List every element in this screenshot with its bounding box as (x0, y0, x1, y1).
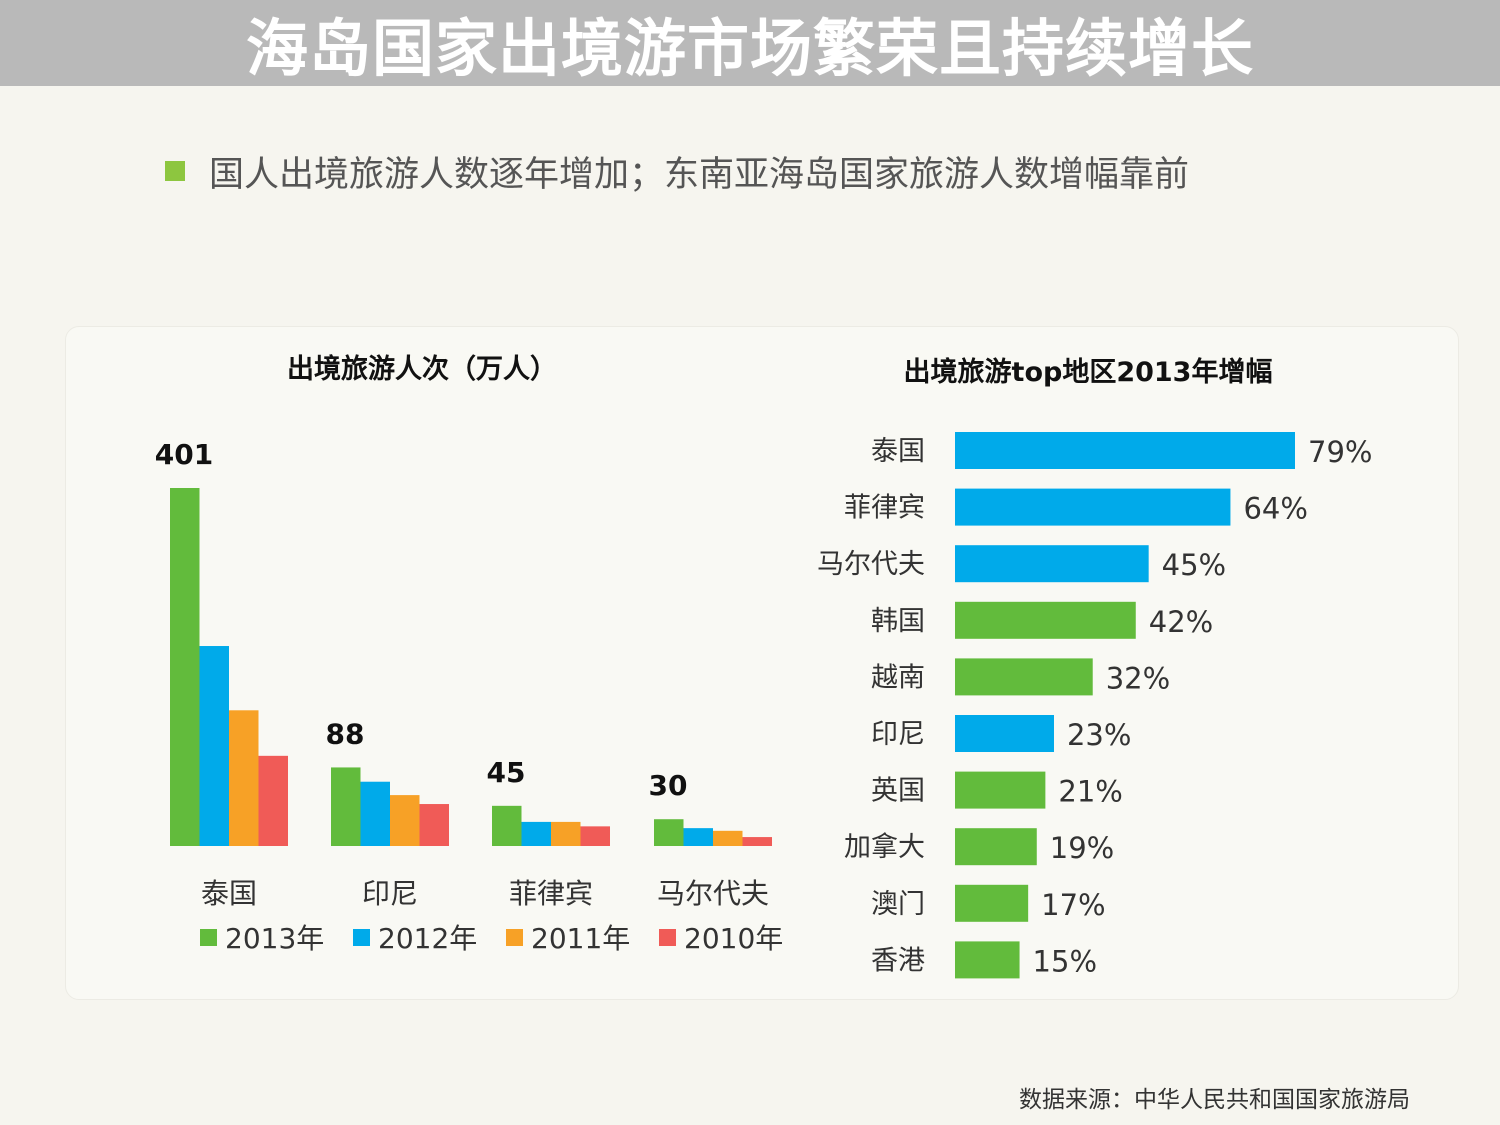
bar-4-2 (419, 804, 449, 846)
data-label: 30 (649, 769, 688, 802)
hbar-9 (955, 884, 1029, 922)
hbar-category-label: 印尼 (871, 719, 925, 750)
bar-3-1 (229, 710, 259, 846)
hbar-8 (955, 828, 1037, 866)
chart2-title: 出境旅游top地区2013年增幅 (904, 356, 1273, 388)
hbar-category-label: 越南 (871, 662, 925, 693)
legend-label: 2012年 (378, 922, 477, 955)
hbar-value-label: 79% (1308, 435, 1372, 469)
bar-2-4 (683, 828, 713, 846)
bar-3-2 (390, 795, 420, 846)
hbar-1 (955, 432, 1295, 469)
hbar-category-label: 英国 (871, 776, 925, 807)
hbar-category-label: 菲律宾 (844, 493, 925, 524)
hbar-category-label: 泰国 (871, 436, 925, 467)
legend-swatch (200, 929, 217, 946)
bullet-square-icon (165, 161, 185, 181)
data-label: 45 (487, 756, 526, 789)
hbar-6 (955, 715, 1054, 752)
data-label: 88 (326, 717, 365, 750)
hbar-4 (955, 601, 1136, 639)
subtitle: 国人出境旅游人数逐年增加；东南亚海岛国家旅游人数增幅靠前 (165, 146, 1189, 196)
bar-2-3 (521, 821, 551, 846)
bar-1-3 (492, 805, 522, 846)
bar-4-3 (580, 826, 610, 846)
chart1-title: 出境旅游人次（万人） (287, 353, 557, 385)
hbar-category-label: 韩国 (871, 606, 925, 637)
hbar-5 (955, 658, 1093, 696)
bar-4-1 (258, 755, 288, 846)
hbar-3 (955, 545, 1149, 583)
legend-swatch (659, 929, 676, 946)
title-bar: 海岛国家出境游市场繁荣且持续增长 (0, 0, 1500, 86)
bar-3-3 (551, 821, 581, 846)
bar-2-1 (199, 646, 229, 846)
hbar-7 (955, 771, 1046, 809)
category-label: 菲律宾 (509, 877, 593, 910)
legend-label: 2010年 (684, 922, 783, 955)
bar-1-1 (170, 488, 200, 846)
page-title: 海岛国家出境游市场繁荣且持续增长 (245, 12, 1254, 85)
bar-3-4 (713, 830, 743, 846)
legend-swatch (353, 929, 370, 946)
hbar-10 (955, 941, 1020, 979)
hbar-category-label: 香港 (871, 945, 925, 976)
hbar-value-label: 32% (1106, 661, 1170, 695)
bar-4-4 (742, 837, 772, 846)
bar-2-2 (360, 781, 390, 846)
legend-label: 2013年 (225, 922, 324, 955)
data-label: 401 (155, 438, 213, 471)
category-label: 泰国 (201, 877, 257, 910)
hbar-value-label: 21% (1058, 775, 1122, 809)
bar-1-2 (331, 767, 361, 846)
category-label: 印尼 (362, 877, 418, 910)
hbar-category-label: 马尔代夫 (817, 549, 925, 580)
hbar-value-label: 45% (1162, 548, 1226, 582)
subtitle-text: 国人出境旅游人数逐年增加；东南亚海岛国家旅游人数增幅靠前 (209, 154, 1190, 195)
category-label: 马尔代夫 (657, 877, 769, 910)
hbar-category-label: 澳门 (871, 889, 925, 920)
hbar-category-label: 加拿大 (844, 832, 925, 863)
hbar-value-label: 42% (1149, 605, 1213, 639)
hbar-2 (955, 488, 1231, 526)
hbar-value-label: 17% (1041, 888, 1105, 922)
hbar-value-label: 23% (1067, 718, 1131, 752)
source-note: 数据来源：中华人民共和国国家旅游局 (1019, 1087, 1410, 1113)
hbar-value-label: 15% (1033, 944, 1097, 978)
bar-1-4 (654, 819, 684, 846)
legend-swatch (506, 929, 523, 946)
legend-label: 2011年 (531, 922, 630, 955)
hbar-value-label: 64% (1243, 492, 1307, 526)
hbar-value-label: 19% (1050, 831, 1114, 865)
